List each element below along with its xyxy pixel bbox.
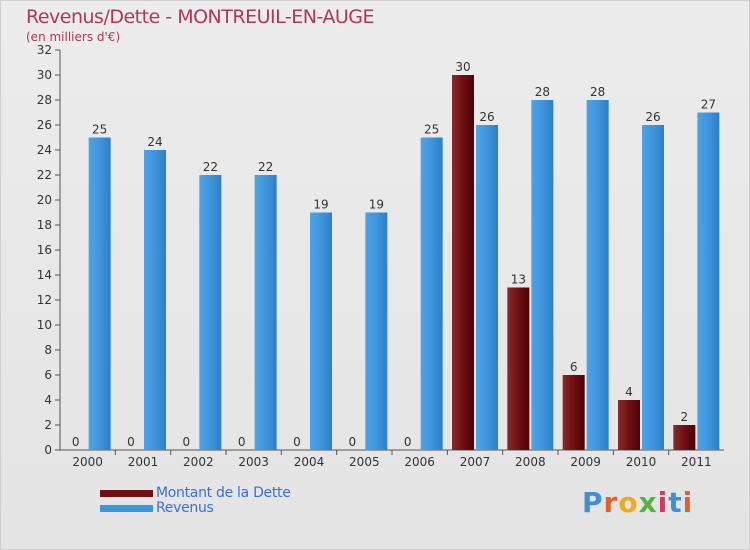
data-label-revenus: 28	[590, 85, 605, 99]
legend-label-revenus: Revenus	[156, 500, 214, 516]
data-label-dette: 0	[293, 435, 301, 449]
bar-revenus	[310, 212, 332, 450]
y-tick-label: 2	[44, 418, 52, 432]
y-tick-label: 30	[37, 68, 52, 82]
y-tick-label: 6	[44, 368, 52, 382]
data-label-dette: 30	[455, 60, 470, 74]
y-tick-label: 26	[37, 118, 52, 132]
x-tick-label: 2001	[128, 455, 159, 469]
bar-revenus	[642, 125, 664, 450]
data-label-dette: 0	[72, 435, 80, 449]
data-label-revenus: 26	[479, 110, 494, 124]
x-tick-label: 2007	[460, 455, 491, 469]
x-tick-label: 2002	[183, 455, 214, 469]
legend-swatch-revenus	[100, 505, 153, 512]
bar-dette	[507, 287, 530, 450]
data-label-dette: 2	[681, 410, 689, 424]
x-tick-label: 2003	[238, 455, 269, 469]
y-tick-label: 4	[44, 393, 52, 407]
bar-revenus	[365, 212, 388, 450]
bar-dette	[618, 400, 640, 450]
y-tick-label: 18	[37, 218, 52, 232]
chart-subtitle: (en milliers d'€)	[26, 30, 121, 44]
x-tick-label: 2004	[294, 455, 325, 469]
data-label-dette: 0	[349, 435, 357, 449]
data-label-dette: 0	[404, 435, 412, 449]
data-label-revenus: 24	[147, 135, 162, 149]
chart-title: Revenus/Dette - MONTREUIL-EN-AUGE	[26, 6, 374, 28]
data-label-revenus: 25	[92, 123, 107, 137]
data-label-dette: 13	[511, 273, 526, 287]
data-label-revenus: 28	[535, 85, 550, 99]
data-label-dette: 0	[238, 435, 246, 449]
x-tick-label: 2009	[570, 455, 601, 469]
bar-dette	[673, 425, 696, 450]
y-tick-label: 8	[44, 343, 52, 357]
bar-revenus	[254, 175, 277, 450]
x-tick-label: 2000	[72, 455, 103, 469]
x-tick-label: 2005	[349, 455, 380, 469]
y-tick-label: 16	[37, 243, 52, 257]
y-tick-label: 12	[37, 293, 52, 307]
bar-revenus	[476, 125, 498, 450]
x-tick-label: 2006	[404, 455, 435, 469]
data-label-revenus: 19	[369, 198, 384, 212]
y-tick-label: 24	[37, 143, 52, 157]
bar-revenus	[144, 150, 166, 450]
data-label-revenus: 22	[203, 160, 218, 174]
x-tick-label: 2010	[626, 455, 657, 469]
data-label-revenus: 19	[313, 198, 328, 212]
y-tick-label: 28	[37, 93, 52, 107]
data-label-dette: 4	[625, 385, 633, 399]
bar-revenus	[199, 175, 222, 450]
bar-revenus	[697, 112, 720, 450]
data-label-revenus: 22	[258, 160, 273, 174]
bar-dette	[452, 75, 474, 450]
y-tick-label: 14	[37, 268, 52, 282]
data-label-dette: 6	[570, 360, 578, 374]
y-tick-label: 20	[37, 193, 52, 207]
y-tick-label: 32	[37, 43, 52, 57]
data-label-dette: 0	[127, 435, 135, 449]
bar-revenus	[586, 100, 609, 450]
y-tick-label: 0	[44, 443, 52, 457]
x-tick-label: 2011	[681, 455, 712, 469]
x-tick-label: 2008	[515, 455, 546, 469]
legend-label-dette: Montant de la Dette	[156, 485, 291, 501]
data-label-revenus: 26	[645, 110, 660, 124]
legend-swatch-dette	[100, 490, 153, 497]
data-label-dette: 0	[183, 435, 191, 449]
bar-revenus	[531, 100, 554, 450]
data-label-revenus: 25	[424, 123, 439, 137]
y-tick-label: 10	[37, 318, 52, 332]
y-tick-label: 22	[37, 168, 52, 182]
data-label-revenus: 27	[701, 98, 716, 112]
proxiti-logo: Proxiti	[582, 486, 694, 519]
bar-revenus	[420, 137, 443, 450]
bar-revenus	[88, 137, 111, 450]
bar-dette	[562, 375, 585, 450]
